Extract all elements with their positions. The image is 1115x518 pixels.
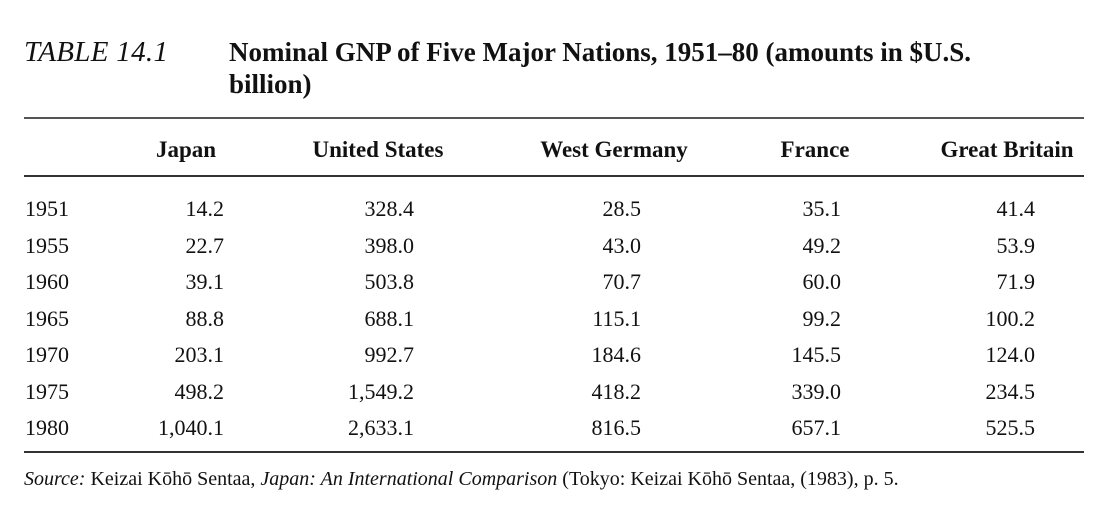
value-cell: 88.8 — [185, 305, 225, 331]
top-rule — [24, 117, 1084, 119]
value-cell: 328.4 — [364, 196, 415, 221]
table-title: Nominal GNP of Five Major Nations, 1951–… — [229, 37, 972, 99]
value-cell: 99.2 — [802, 305, 842, 331]
year-cell: 1970 — [25, 342, 69, 367]
value-cell: 184.6 — [591, 342, 642, 367]
value-cell: 53.9 — [996, 232, 1036, 258]
column-header: United States — [312, 137, 444, 162]
value-cell: 657.1 — [791, 415, 842, 440]
value-cell: 1,549.2 — [348, 378, 414, 404]
value-cell: 688.1 — [364, 305, 415, 331]
column-header: Japan — [155, 137, 217, 162]
value-cell: 49.2 — [802, 232, 842, 258]
column-header: Great Britain — [940, 137, 1074, 162]
value-cell: 203.1 — [174, 342, 225, 367]
year-cell: 1960 — [25, 269, 69, 294]
source-label: Source: — [24, 468, 86, 490]
year-cell: 1951 — [25, 196, 69, 221]
value-cell: 14.2 — [185, 196, 225, 221]
value-cell: 115.1 — [592, 305, 641, 331]
value-cell: 22.7 — [185, 232, 225, 258]
value-cell: 816.5 — [591, 415, 642, 440]
value-cell: 60.0 — [802, 269, 842, 294]
value-cell: 70.7 — [602, 269, 642, 294]
table-label: TABLE 14.1 — [24, 36, 169, 68]
value-cell: 43.0 — [602, 232, 642, 258]
year-cell: 1955 — [25, 232, 69, 258]
value-cell: 35.1 — [802, 196, 842, 221]
value-cell: 418.2 — [591, 378, 642, 404]
value-cell: 992.7 — [364, 342, 415, 367]
value-cell: 503.8 — [364, 269, 415, 294]
column-header: West Germany — [540, 137, 688, 162]
year-cell: 1980 — [25, 415, 69, 440]
source-book-title: Japan: An International Comparison — [260, 468, 558, 490]
value-cell: 28.5 — [602, 196, 642, 221]
bottom-rule — [24, 451, 1084, 453]
source-text-1: Keizai Kōhō Sentaa, — [85, 468, 261, 490]
year-cell: 1975 — [25, 378, 69, 404]
value-cell: 498.2 — [174, 378, 225, 404]
value-cell: 71.9 — [996, 269, 1036, 294]
column-header: France — [780, 137, 850, 162]
header-rule — [24, 175, 1084, 177]
value-cell: 100.2 — [985, 305, 1036, 331]
value-cell: 41.4 — [996, 196, 1036, 221]
value-cell: 339.0 — [791, 378, 842, 404]
year-cell: 1965 — [25, 305, 69, 331]
source-footnote: Source: Keizai Kōhō Sentaa, Japan: An In… — [24, 466, 899, 492]
value-cell: 398.0 — [364, 232, 415, 258]
value-cell: 2,633.1 — [348, 415, 414, 440]
value-cell: 124.0 — [985, 342, 1036, 367]
value-cell: 39.1 — [185, 269, 225, 294]
value-cell: 234.5 — [985, 378, 1036, 404]
source-text-2: (Tokyo: Keizai Kōhō Sentaa, (1983), p. 5… — [557, 468, 899, 490]
value-cell: 1,040.1 — [158, 415, 224, 440]
value-cell: 525.5 — [985, 415, 1036, 440]
value-cell: 145.5 — [791, 342, 842, 367]
